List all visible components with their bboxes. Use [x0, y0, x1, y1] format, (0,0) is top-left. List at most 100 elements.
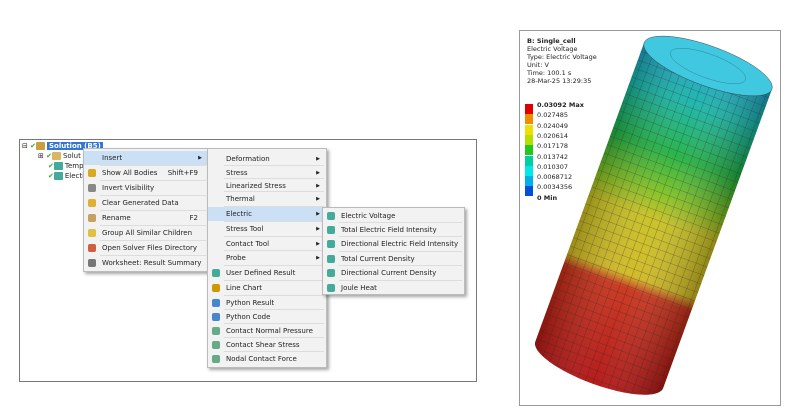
viewer-title: B: Single_cell [527, 37, 576, 45]
menu-item-total-electric-field-intensity[interactable]: Total Electric Field Intensity [323, 223, 464, 237]
menu-separator [100, 240, 206, 241]
legend-swatch [525, 145, 533, 156]
menu-item-contact-tool[interactable]: Contact Tool ▶ [208, 237, 326, 251]
cylinder-model [534, 35, 773, 395]
menu-item-invert-visibility[interactable]: Invert Visibility [84, 181, 208, 195]
legend-label: 0 Min [537, 193, 558, 202]
menu-item-label: Electric [226, 210, 252, 218]
tree-node-child[interactable]: ⊞ ✔ Solut [38, 152, 81, 160]
result-icon [327, 284, 335, 292]
legend-label: 0.024049 [537, 121, 569, 130]
menu-item-label: Stress [226, 169, 248, 177]
menu-separator [224, 309, 324, 310]
menu-item-insert[interactable]: Insert ▶ [84, 151, 208, 165]
menu-item-label: Directional Electric Field Intensity [341, 240, 459, 248]
menu-item-label: Total Electric Field Intensity [341, 226, 437, 234]
menu-item-show-all-bodies[interactable]: Show All Bodies Shift+F9 [84, 166, 208, 180]
menu-item-electric[interactable]: Electric ▶ [208, 207, 326, 221]
menu-item-label: Contact Shear Stress [226, 341, 300, 349]
result-icon [212, 299, 220, 307]
result-icon [327, 226, 335, 234]
submenu-arrow-icon: ▶ [316, 255, 320, 261]
menu-item-label: Rename [102, 214, 131, 222]
menu-item-user-defined-result[interactable]: User Defined Result [208, 266, 326, 280]
menu-separator [224, 265, 324, 266]
legend-label: 0.027485 [537, 111, 569, 120]
menu-item-label: Show All Bodies [102, 169, 158, 177]
insert-submenu: Deformation ▶ Stress ▶ Linearized Stress ▶ The… [207, 148, 327, 368]
menu-separator [224, 165, 324, 166]
menu-item-total-current-density[interactable]: Total Current Density [323, 252, 464, 266]
result-icon [212, 284, 220, 292]
menu-item-label: Insert [102, 154, 123, 162]
viewer-info: Unit: V [527, 61, 549, 69]
shortcut-label: Shift+F9 [167, 169, 198, 177]
menu-item-stress[interactable]: Stress ▶ [208, 166, 326, 180]
legend-label: 0.013742 [537, 152, 569, 161]
menu-item-label: Line Chart [226, 284, 263, 292]
menu-item-nodal-contact-force[interactable]: Nodal Contact Force [208, 352, 326, 366]
menu-item-stress-tool[interactable]: Stress Tool ▶ [208, 222, 326, 236]
menu-separator [224, 191, 324, 192]
viewer-info: 28-Mar-25 13:29:35 [527, 77, 592, 85]
eraser-icon [88, 199, 96, 207]
menu-item-line-chart[interactable]: Line Chart [208, 281, 326, 295]
menu-item-joule-heat[interactable]: Joule Heat [323, 281, 464, 295]
menu-item-thermal[interactable]: Thermal ▶ [208, 192, 326, 206]
menu-item-open-solver-files-directory[interactable]: Open Solver Files Directory [84, 241, 208, 255]
menu-separator [100, 210, 206, 211]
menu-item-contact-shear-stress[interactable]: Contact Shear Stress [208, 338, 326, 352]
menu-item-python-result[interactable]: Python Result [208, 296, 326, 310]
menu-item-label: Probe [226, 254, 246, 262]
tree-node-solution[interactable]: ⊟ ✔ Solution (B5) [22, 142, 103, 150]
legend-label: 0.0034356 [537, 183, 573, 192]
result-icon [53, 162, 63, 170]
menu-separator [224, 323, 324, 324]
legend-swatch [525, 124, 533, 135]
worksheet-icon [88, 259, 96, 267]
result-icon [212, 341, 220, 349]
legend-swatch [525, 186, 533, 197]
tree-node-child[interactable]: ✔ Temp [48, 162, 84, 170]
bulb-icon [88, 169, 96, 177]
menu-item-contact-normal-pressure[interactable]: Contact Normal Pressure [208, 324, 326, 338]
viewer-info: Time: 100.1 s [527, 69, 572, 77]
context-menu: Insert ▶ Show All Bodies Shift+F9 Invert Vis… [83, 148, 209, 272]
menu-item-directional-electric-field-intensity[interactable]: Directional Electric Field Intensity [323, 237, 464, 251]
submenu-arrow-icon: ▶ [316, 241, 320, 247]
menu-item-label: Total Current Density [341, 255, 415, 263]
menu-item-probe[interactable]: Probe ▶ [208, 251, 326, 265]
menu-separator [224, 280, 324, 281]
legend-label: 0.010307 [537, 162, 569, 171]
cylinder-top [643, 35, 773, 97]
solution-icon [35, 142, 45, 150]
viewer-info: Electric Voltage [527, 45, 578, 53]
menu-separator [224, 236, 324, 237]
menu-item-worksheet-result-summary[interactable]: Worksheet: Result Summary [84, 256, 208, 270]
menu-separator [224, 295, 324, 296]
menu-item-label: User Defined Result [226, 269, 296, 277]
legend-label: 0.020614 [537, 131, 569, 140]
submenu-arrow-icon: ▶ [316, 156, 320, 162]
result-viewer: B: Single_cell Electric Voltage Type: El… [519, 30, 781, 406]
bulb-outline-icon [88, 184, 96, 192]
menu-separator [100, 165, 206, 166]
result-icon [327, 255, 335, 263]
menu-item-group-all-similar-children[interactable]: Group All Similar Children [84, 226, 208, 240]
menu-separator [224, 178, 324, 179]
submenu-arrow-icon: ▶ [316, 170, 320, 176]
viewer-info: Type: Electric Voltage [527, 53, 597, 61]
result-icon [212, 313, 220, 321]
menu-item-rename[interactable]: Rename F2 [84, 211, 208, 225]
menu-item-directional-current-density[interactable]: Directional Current Density [323, 266, 464, 280]
menu-item-clear-generated-data[interactable]: Clear Generated Data [84, 196, 208, 210]
tree-node-child[interactable]: ✔ Electi [48, 172, 85, 180]
menu-item-python-code[interactable]: Python Code [208, 310, 326, 324]
menu-item-label: Contact Tool [226, 240, 270, 248]
menu-item-deformation[interactable]: Deformation ▶ [208, 152, 326, 166]
menu-item-linearized-stress[interactable]: Linearized Stress ▶ [208, 179, 326, 193]
menu-separator [100, 195, 206, 196]
menu-item-electric-voltage[interactable]: Electric Voltage [323, 209, 464, 223]
submenu-arrow-icon: ▶ [198, 155, 202, 161]
menu-separator [339, 280, 462, 281]
